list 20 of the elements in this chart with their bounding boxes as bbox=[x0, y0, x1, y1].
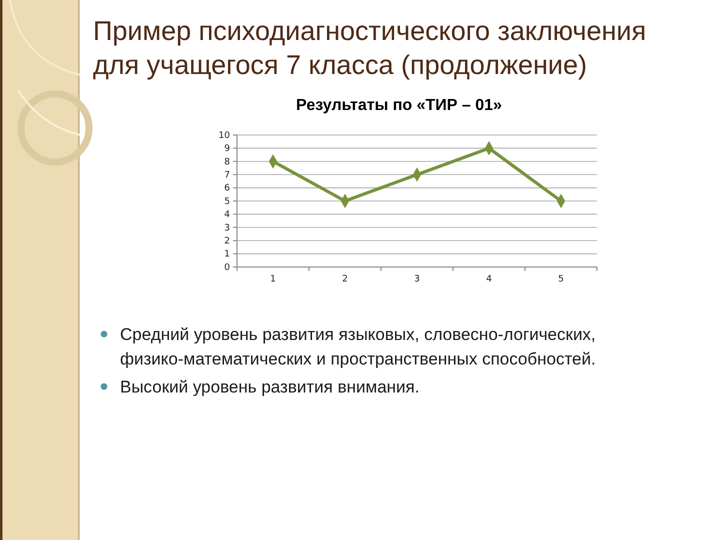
y-tick-label: 8 bbox=[224, 157, 230, 168]
x-tick-label: 3 bbox=[414, 274, 420, 284]
y-tick-label: 7 bbox=[224, 170, 230, 180]
y-tick-label: 5 bbox=[224, 196, 230, 207]
y-tick-label: 9 bbox=[224, 144, 230, 154]
y-tick-label: 6 bbox=[224, 184, 230, 194]
text: Высокий уровень развития внимания. bbox=[120, 378, 420, 396]
y-tick-label: 0 bbox=[224, 262, 230, 273]
y-tick-label: 10 bbox=[218, 130, 230, 141]
y-tick-label: 1 bbox=[224, 250, 230, 260]
x-tick-label: 2 bbox=[342, 274, 348, 284]
chart-title: Пример психодиагностического заключения для учащегося 7 класса (продолжение) bbox=[93, 16, 646, 80]
text: Средний уровень развития языковых, словесно-логических, физико-математических и пространственных способностей. bbox=[120, 325, 596, 368]
y-tick-label: 3 bbox=[224, 223, 230, 234]
y-tick-label: 2 bbox=[224, 236, 230, 246]
chart-subtitle: Результаты по «ТИР – 01» bbox=[296, 97, 502, 114]
x-tick-label: 5 bbox=[558, 274, 564, 284]
x-tick-label: 4 bbox=[486, 274, 492, 284]
x-tick-label: 1 bbox=[270, 274, 276, 284]
y-tick-label: 4 bbox=[224, 210, 230, 220]
